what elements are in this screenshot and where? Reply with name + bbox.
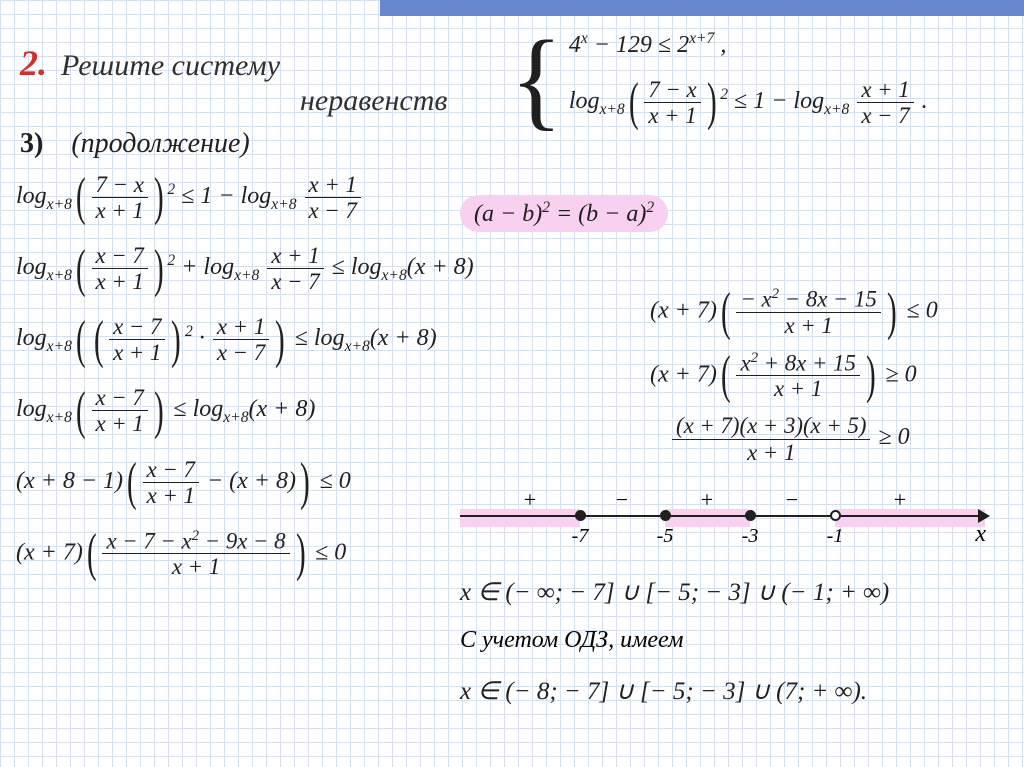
brace-icon: {: [510, 35, 563, 123]
problem-title-row: 2. Решите систему: [20, 42, 280, 84]
left-column-steps: logx+8(7 − xx + 1)2 ≤ 1 − logx+8 x + 1x …: [16, 172, 474, 579]
title-line-1: Решите систему: [61, 49, 280, 83]
problem-number: 2.: [20, 42, 47, 84]
left-step: logx+8(x − 7x + 1) ≤ logx+8(x + 8): [16, 385, 474, 436]
right-column: (a − b)2 = (b − a)2 (x + 7)(− x2 − 8x − …: [460, 195, 990, 706]
interval-answer-2: x ∈ (− 8; − 7] ∪ [− 5; − 3] ∪ (7; + ∞).: [460, 676, 990, 706]
title-line-2: неравенств: [300, 84, 447, 118]
subpart-note: (продолжение): [71, 128, 249, 159]
subpart-row: 3) (продолжение): [20, 128, 250, 160]
right-step: (x + 7)(x + 3)(x + 5)x + 1 ≥ 0: [670, 413, 990, 464]
left-step: logx+8(7 − xx + 1)2 ≤ 1 − logx+8 x + 1x …: [16, 172, 474, 223]
number-line: +−+−+-7-5-3-1x: [460, 485, 990, 555]
right-step: (x + 7)(x2 + 8x + 15x + 1) ≥ 0: [650, 350, 990, 402]
identity-highlight: (a − b)2 = (b − a)2: [460, 195, 990, 232]
left-step: logx+8(x − 7x + 1)2 + logx+8 x + 1x − 7 …: [16, 243, 474, 294]
left-step: (x + 7)(x − 7 − x2 − 9x − 8x + 1) ≤ 0: [16, 528, 474, 580]
top-bar-decoration: [380, 0, 1024, 16]
subpart-number: 3): [20, 128, 43, 159]
odz-note: С учетом ОДЗ, имеем: [460, 627, 990, 654]
right-step: (x + 7)(− x2 − 8x − 15x + 1) ≤ 0: [650, 286, 990, 338]
left-step: logx+8((x − 7x + 1)2 · x + 1x − 7) ≤ log…: [16, 314, 474, 365]
interval-answer-1: x ∈ (− ∞; − 7] ∪ [− 5; − 3] ∪ (− 1; + ∞): [460, 577, 990, 607]
system-line-2: logx+8(7 − xx + 1)2 ≤ 1 − logx+8 x + 1x …: [569, 77, 928, 128]
left-step: (x + 8 − 1)(x − 7x + 1 − (x + 8)) ≤ 0: [16, 457, 474, 508]
system-of-inequalities: { 4x − 129 ≤ 2x+7 , logx+8(7 − xx + 1)2 …: [510, 30, 928, 128]
system-line-1: 4x − 129 ≤ 2x+7 ,: [569, 30, 928, 59]
